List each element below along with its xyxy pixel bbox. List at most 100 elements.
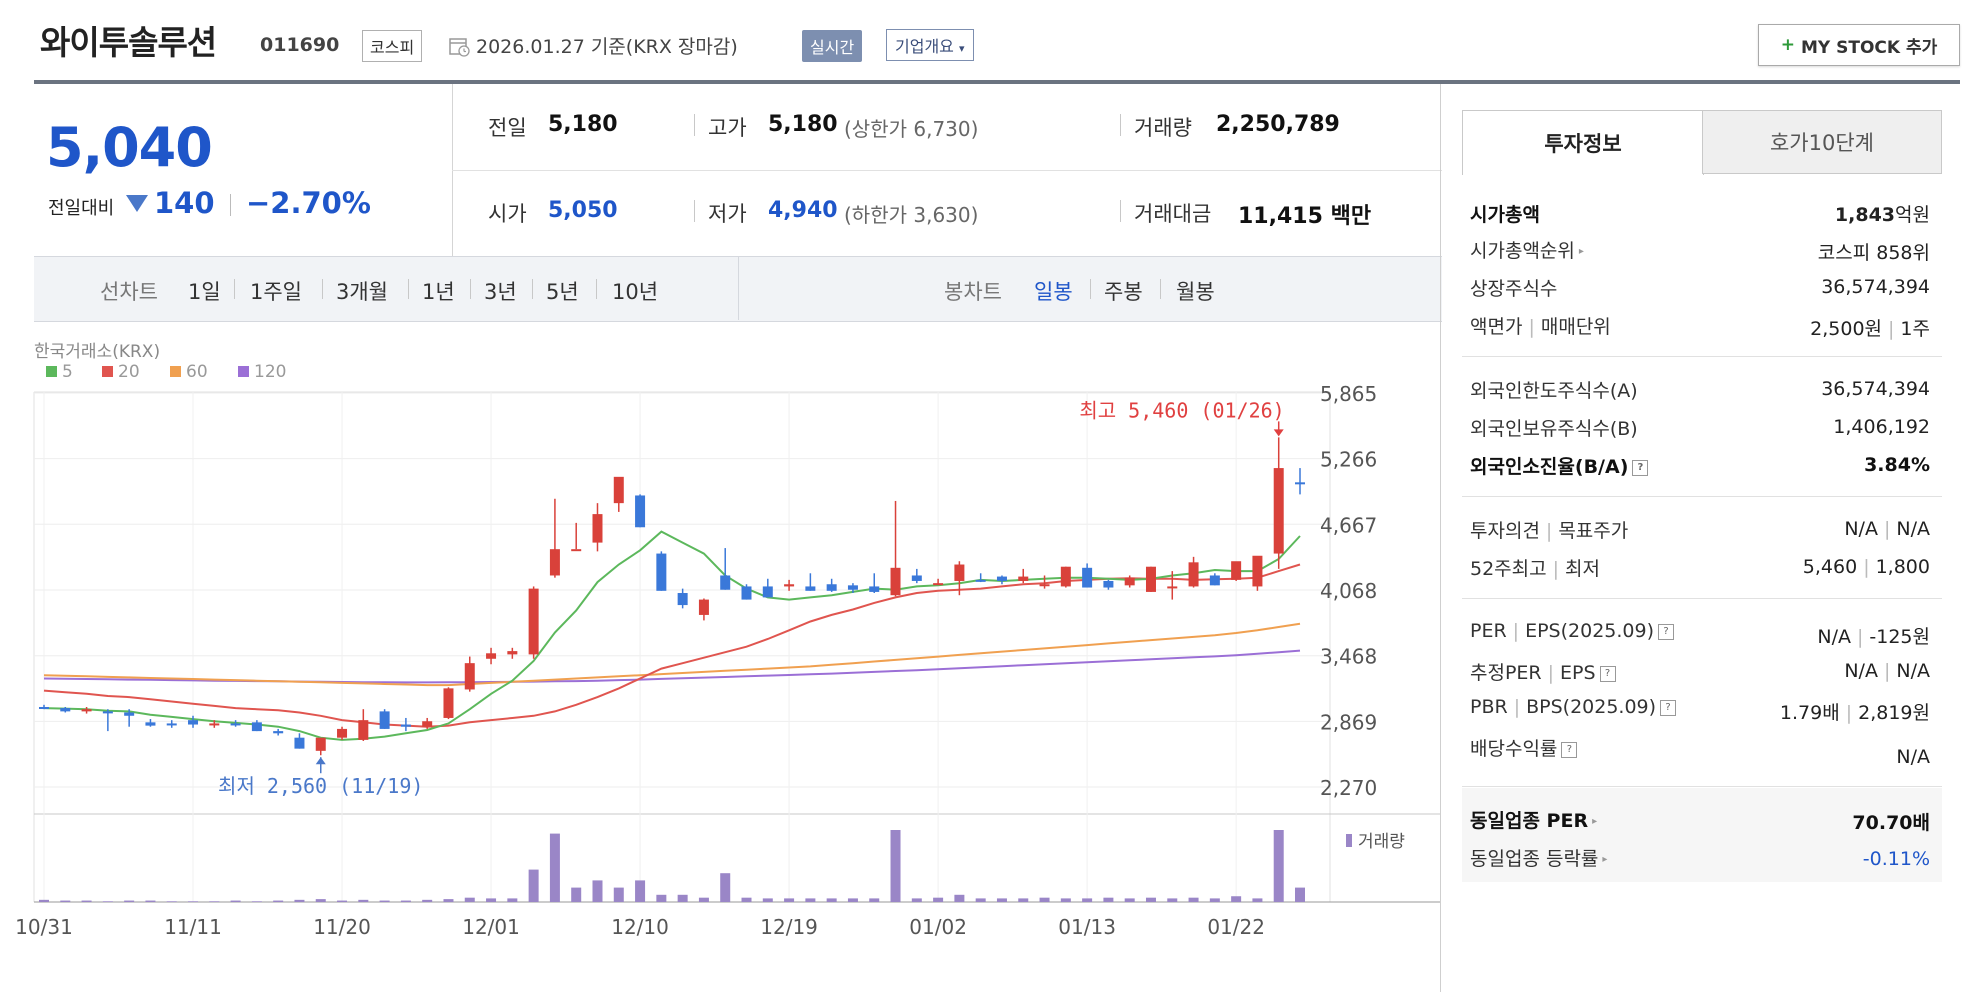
price-box: 5,040 전일대비 140 −2.70%: [34, 84, 453, 256]
candle-body: [592, 514, 603, 543]
pbr-bps-value: 1.79배 | 2,819원: [1780, 698, 1930, 725]
realtime-button[interactable]: 실시간: [802, 30, 863, 62]
volume-bar: [39, 899, 49, 902]
x-tick-label: 12/19: [760, 915, 818, 939]
my-stock-add-button[interactable]: + MY STOCK 추가: [1758, 24, 1960, 66]
candle-body: [571, 549, 582, 552]
period-divider: [596, 279, 597, 299]
volume-bar: [315, 899, 326, 902]
market-cap-unit: 억원: [1895, 204, 1930, 226]
candle-body: [528, 588, 539, 655]
volume-bar: [996, 898, 1007, 902]
candle-body: [656, 553, 667, 591]
help-icon[interactable]: ?: [1599, 665, 1616, 682]
candle-body: [464, 663, 475, 690]
plus-icon: +: [1780, 35, 1795, 55]
candle-body: [1145, 566, 1156, 592]
market-cap-rank-label[interactable]: 시가총액순위 ▸: [1470, 236, 1584, 263]
down-triangle-icon: [124, 192, 150, 218]
candle-body: [1103, 580, 1114, 588]
volume-bar: [443, 899, 454, 902]
trade-unit-value: 1주: [1900, 318, 1930, 340]
volume-bar: [507, 898, 518, 902]
candle-body: [379, 711, 390, 729]
week52-high-label: 52주최고: [1470, 558, 1547, 580]
candle-body: [1295, 482, 1305, 485]
candle-body: [422, 721, 433, 727]
foreign-holding-label: 외국인보유주식수(B): [1470, 418, 1638, 440]
min-arrow-head: [315, 757, 326, 765]
period-bar-split: [738, 256, 739, 320]
chevron-down-icon: ▾: [958, 42, 965, 55]
listed-shares-label: 상장주식수: [1470, 278, 1558, 300]
eps-value: -125원: [1869, 626, 1930, 648]
period-5y[interactable]: 5년: [546, 280, 579, 304]
per-eps-label: PER | EPS(2025.09)?: [1470, 620, 1674, 642]
volume-label: 거래량: [1134, 116, 1192, 140]
tab-orderbook[interactable]: 호가10단계: [1702, 110, 1942, 174]
candle-body: [826, 584, 837, 591]
period-1w[interactable]: 1주일: [250, 280, 303, 304]
candle-body: [933, 583, 944, 586]
help-icon[interactable]: ?: [1660, 699, 1677, 716]
volume-bar: [1231, 896, 1242, 902]
period-1d[interactable]: 1일: [188, 280, 221, 304]
bps-value: 2,819원: [1858, 702, 1930, 724]
candle-body: [145, 722, 156, 726]
period-divider: [322, 279, 323, 299]
help-icon[interactable]: ?: [1632, 459, 1649, 476]
volume-bar: [592, 880, 603, 902]
change-label: 전일대비: [48, 198, 115, 219]
volume-bar: [273, 900, 284, 902]
max-arrow-head: [1273, 429, 1284, 437]
candle-body: [1167, 586, 1178, 589]
volume-bar: [422, 899, 433, 902]
week52-label: 52주최고 | 최저: [1470, 554, 1600, 581]
volume-bar: [1018, 898, 1029, 902]
amount-label: 거래대금: [1134, 202, 1212, 226]
sector-box: [1462, 788, 1942, 882]
est-eps-label: EPS: [1560, 662, 1596, 684]
volume-bar: [933, 897, 944, 902]
legend-swatch-60: [170, 366, 181, 377]
chart-source-label: 한국거래소(KRX): [34, 342, 160, 362]
volume-bar: [975, 898, 986, 902]
candle-weekly[interactable]: 주봉: [1104, 280, 1143, 304]
sector-change-text: 동일업종 등락률: [1470, 848, 1599, 870]
stock-chart[interactable]: 한국거래소(KRX)5 20 60 120 5,865 5,266 4,667 4,068 3,…: [0, 330, 1440, 992]
period-3y[interactable]: 3년: [484, 280, 517, 304]
candle-body: [1018, 576, 1029, 581]
market-cap-number: 1,843: [1834, 204, 1896, 226]
x-tick-label: 01/22: [1207, 915, 1265, 939]
company-info-label: 기업개요: [895, 37, 954, 56]
candle-body: [1252, 555, 1263, 587]
company-info-dropdown[interactable]: 기업개요 ▾: [886, 29, 974, 61]
eps-label: EPS(2025.09): [1525, 620, 1654, 642]
line-chart-label: 선차트: [100, 280, 158, 304]
foreign-ratio-label: 외국인소진율(B/A)?: [1470, 452, 1649, 479]
help-icon[interactable]: ?: [1658, 623, 1674, 640]
candle-body: [337, 728, 348, 738]
period-10y[interactable]: 10년: [612, 280, 659, 304]
est-per-eps-label: 추정PER | EPS?: [1470, 658, 1616, 685]
volume-bar: [145, 900, 156, 902]
volume-bar: [1295, 887, 1305, 902]
volume-bar: [81, 900, 92, 902]
caret-right-icon: ▸: [1578, 246, 1584, 257]
volume-bar: [166, 901, 177, 902]
volume-bar: [1060, 898, 1071, 902]
candle-daily[interactable]: 일봉: [1034, 280, 1073, 304]
open-value: 5,050: [548, 198, 618, 223]
period-3m[interactable]: 3개월: [336, 280, 389, 304]
volume-bar: [1209, 898, 1220, 902]
ma-line-ma60: [43, 622, 1301, 687]
period-1y[interactable]: 1년: [422, 280, 455, 304]
help-icon[interactable]: ?: [1561, 741, 1578, 758]
label-divider: |: [1513, 696, 1521, 718]
candle-body: [1188, 562, 1199, 587]
tab-investment-info[interactable]: 투자정보: [1462, 110, 1704, 175]
sector-per-label[interactable]: 동일업종 PER ▸: [1470, 806, 1597, 833]
volume-bar: [784, 898, 795, 902]
candle-monthly[interactable]: 월봉: [1176, 280, 1215, 304]
sector-change-label[interactable]: 동일업종 등락률 ▸: [1470, 844, 1607, 871]
